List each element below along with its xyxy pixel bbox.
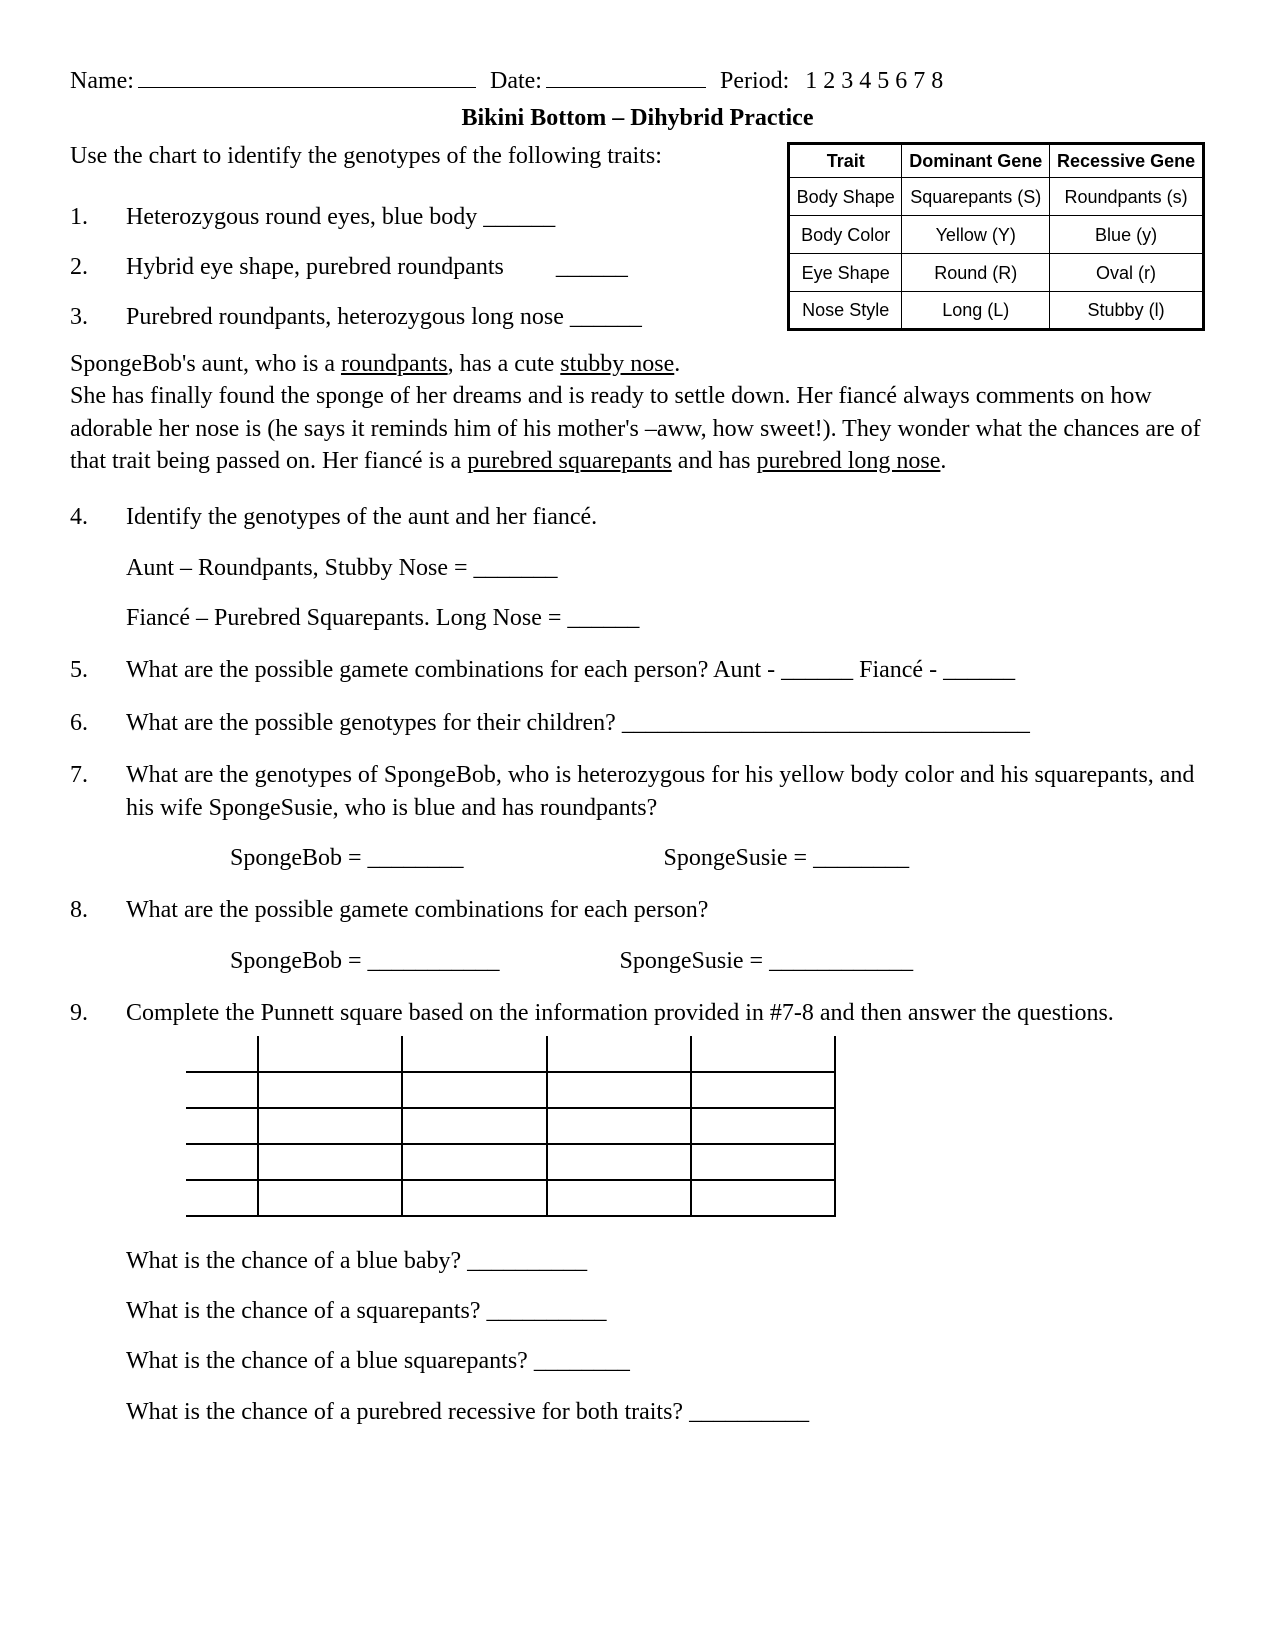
header-line: Name: Date: Period: 1 2 3 4 5 6 7 8 (70, 62, 1205, 98)
table-cell: Body Shape (789, 178, 902, 216)
q4-fiance: Fiancé – Purebred Squarepants. Long Nose… (126, 602, 1205, 634)
q1-num: 1. (70, 201, 126, 233)
q6-num: 6. (70, 707, 126, 739)
date-blank[interactable] (546, 62, 706, 88)
q2-num: 2. (70, 251, 126, 283)
punnett-square[interactable] (186, 1036, 836, 1217)
story-underline: stubby nose (560, 351, 674, 377)
q7-num: 7. (70, 759, 126, 824)
q9-pq3: What is the chance of a blue squarepants… (126, 1345, 1205, 1377)
story-text: . (674, 351, 680, 377)
q8-bob: SpongeBob = ___________ (230, 945, 500, 977)
table-cell: Blue (y) (1050, 216, 1204, 254)
story-underline: purebred squarepants (467, 448, 672, 474)
gene-hdr-rec: Recessive Gene (1050, 144, 1204, 178)
q4-aunt: Aunt – Roundpants, Stubby Nose = _______ (126, 552, 1205, 584)
table-cell: Yellow (Y) (902, 216, 1050, 254)
q1-text: Heterozygous round eyes, blue body _____… (126, 201, 767, 233)
period-values: 1 2 3 4 5 6 7 8 (805, 65, 943, 97)
q9-num: 9. (70, 997, 126, 1216)
q7-text: What are the genotypes of SpongeBob, who… (126, 759, 1205, 824)
q5-num: 5. (70, 654, 126, 686)
gene-hdr-dom: Dominant Gene (902, 144, 1050, 178)
q9-text: Complete the Punnett square based on the… (126, 997, 1205, 1029)
story-text: , has a cute (448, 351, 561, 377)
q9-pq2: What is the chance of a squarepants? ___… (126, 1295, 1205, 1327)
q8-num: 8. (70, 894, 126, 926)
table-cell: Squarepants (S) (902, 178, 1050, 216)
table-cell: Round (R) (902, 254, 1050, 292)
q2-blank: ______ (556, 254, 628, 280)
q8-text: What are the possible gamete combination… (126, 894, 1205, 926)
q3-num: 3. (70, 301, 126, 333)
intro-text: Use the chart to identify the genotypes … (70, 140, 767, 172)
q4-num: 4. (70, 501, 126, 533)
q2-body: Hybrid eye shape, purebred roundpants __… (126, 251, 767, 283)
q9-pq1: What is the chance of a blue baby? _____… (126, 1245, 1205, 1277)
story-paragraph: SpongeBob's aunt, who is a roundpants, h… (70, 348, 1205, 478)
period-label: Period: (720, 65, 789, 97)
table-cell: Oval (r) (1050, 254, 1204, 292)
table-cell: Eye Shape (789, 254, 902, 292)
date-label: Date: (490, 65, 542, 97)
table-cell: Body Color (789, 216, 902, 254)
q7-susie: SpongeSusie = ________ (664, 842, 910, 874)
name-label: Name: (70, 65, 134, 97)
q7-bob: SpongeBob = ________ (230, 842, 464, 874)
story-text: . (940, 448, 946, 474)
story-underline: roundpants (341, 351, 448, 377)
name-blank[interactable] (138, 62, 476, 88)
story-text: and has (672, 448, 757, 474)
table-cell: Long (L) (902, 292, 1050, 330)
q4-text: Identify the genotypes of the aunt and h… (126, 501, 1205, 533)
gene-table: Trait Dominant Gene Recessive Gene Body … (787, 142, 1205, 331)
q5-text: What are the possible gamete combination… (126, 654, 1205, 686)
q6-text: What are the possible genotypes for thei… (126, 707, 1205, 739)
story-underline: purebred long nose (756, 448, 940, 474)
q3-text: Purebred roundpants, heterozygous long n… (126, 301, 767, 333)
page-title: Bikini Bottom – Dihybrid Practice (70, 102, 1205, 134)
q8-susie: SpongeSusie = ____________ (620, 945, 914, 977)
q2-text: Hybrid eye shape, purebred roundpants (126, 254, 504, 280)
table-cell: Nose Style (789, 292, 902, 330)
q9-pq4: What is the chance of a purebred recessi… (126, 1396, 1205, 1428)
gene-hdr-trait: Trait (789, 144, 902, 178)
story-text: SpongeBob's aunt, who is a (70, 351, 341, 377)
table-cell: Roundpants (s) (1050, 178, 1204, 216)
table-cell: Stubby (l) (1050, 292, 1204, 330)
